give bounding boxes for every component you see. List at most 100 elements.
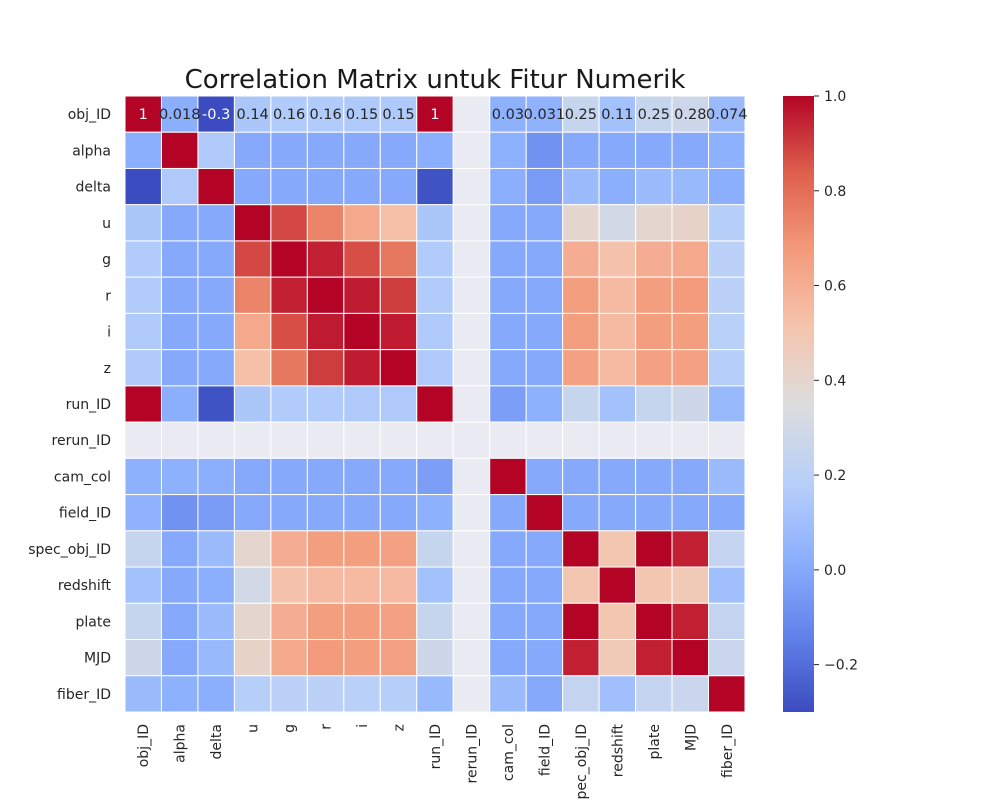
heatmap-cell xyxy=(124,131,162,169)
heatmap-cell xyxy=(124,457,162,496)
heatmap-cell xyxy=(635,457,673,496)
heatmap-cell xyxy=(708,312,746,351)
heatmap-cell xyxy=(562,566,600,604)
heatmap-cell xyxy=(598,457,637,496)
heatmap-cell xyxy=(525,602,564,641)
heatmap-cell xyxy=(671,95,710,133)
cell-annotation: 0.14 xyxy=(236,107,268,123)
cell-annotation: 0.25 xyxy=(638,107,670,123)
heatmap-cell xyxy=(124,530,162,568)
heatmap-cell xyxy=(562,385,600,423)
heatmap-cell xyxy=(562,349,600,387)
colorbar-tick-label: 0.6 xyxy=(824,279,846,295)
row-label: z xyxy=(104,361,111,377)
heatmap-cell xyxy=(635,530,673,568)
heatmap-cell xyxy=(452,204,491,242)
heatmap-cell xyxy=(160,639,199,677)
heatmap-cell xyxy=(124,675,162,713)
heatmap-cell xyxy=(708,602,746,641)
heatmap-cell xyxy=(708,530,746,568)
heatmap-cell xyxy=(306,602,345,641)
heatmap-cell xyxy=(160,240,199,278)
heatmap-cell xyxy=(197,494,235,532)
heatmap-cell xyxy=(306,639,345,677)
heatmap-cell xyxy=(379,494,418,532)
heatmap-cell xyxy=(124,566,162,604)
heatmap-cell xyxy=(708,349,746,387)
heatmap-cell xyxy=(343,457,381,496)
heatmap-cell xyxy=(489,421,527,459)
heatmap-cell xyxy=(197,204,235,242)
column-label: obj_ID xyxy=(136,724,152,767)
heatmap-cell xyxy=(562,421,600,459)
heatmap-cell xyxy=(124,639,162,677)
heatmap-cell xyxy=(124,276,162,314)
column-label: rerun_ID xyxy=(464,724,480,783)
heatmap-cell xyxy=(708,385,746,423)
heatmap-cell xyxy=(343,385,381,423)
heatmap-cell xyxy=(525,530,564,568)
heatmap-cell xyxy=(489,95,527,133)
heatmap-cell xyxy=(197,602,235,641)
column-label: spec_obj_ID xyxy=(574,724,590,800)
heatmap-cell xyxy=(708,457,746,496)
column-label: MJD xyxy=(683,724,699,751)
heatmap-cell xyxy=(562,494,600,532)
cell-annotation: 0.15 xyxy=(382,107,414,123)
heatmap-cell xyxy=(525,639,564,677)
row-label: delta xyxy=(76,180,111,196)
heatmap-cell xyxy=(270,602,308,641)
heatmap-cell xyxy=(160,95,199,133)
column-label: fiber_ID xyxy=(720,724,736,778)
heatmap-cell xyxy=(635,276,673,314)
heatmap-cell xyxy=(525,204,564,242)
heatmap-cell xyxy=(525,167,564,206)
heatmap-cell xyxy=(598,675,637,713)
heatmap-cell xyxy=(452,240,491,278)
row-label: u xyxy=(102,216,111,232)
heatmap-cell xyxy=(635,349,673,387)
heatmap-cell xyxy=(270,131,308,169)
cell-annotation: 1 xyxy=(430,107,439,123)
heatmap-cell xyxy=(416,421,454,459)
heatmap-cell xyxy=(598,385,637,423)
heatmap-cell xyxy=(598,240,637,278)
heatmap-cell xyxy=(306,566,345,604)
column-label: g xyxy=(282,724,298,733)
heatmap-cell xyxy=(635,385,673,423)
heatmap-cell xyxy=(197,349,235,387)
heatmap-cell xyxy=(233,385,272,423)
heatmap-cell xyxy=(452,457,491,496)
heatmap-cell xyxy=(379,312,418,351)
cell-annotation: 0.16 xyxy=(309,107,341,123)
row-label: obj_ID xyxy=(68,107,111,123)
row-label: redshift xyxy=(58,578,112,594)
heatmap-cell xyxy=(416,639,454,677)
heatmap-cell xyxy=(379,167,418,206)
column-label: plate xyxy=(647,724,663,759)
cell-annotation: 1 xyxy=(139,107,148,123)
heatmap-cell xyxy=(270,276,308,314)
heatmap-cell xyxy=(124,240,162,278)
heatmap-cell xyxy=(562,602,600,641)
heatmap-cell xyxy=(197,675,235,713)
row-label: rerun_ID xyxy=(52,433,111,449)
heatmap-cell xyxy=(379,675,418,713)
heatmap-cell xyxy=(160,349,199,387)
colorbar-tick-label: −0.2 xyxy=(824,658,858,674)
heatmap-cell xyxy=(197,421,235,459)
heatmap-cell xyxy=(452,639,491,677)
heatmap-cell xyxy=(452,276,491,314)
heatmap-cell xyxy=(343,421,381,459)
heatmap-cell xyxy=(489,276,527,314)
colorbar-tick-label: 0.4 xyxy=(824,373,846,389)
heatmap-cell xyxy=(160,312,199,351)
row-label: alpha xyxy=(72,143,111,159)
heatmap-cell xyxy=(452,566,491,604)
heatmap-cell xyxy=(416,385,454,423)
heatmap-cell xyxy=(598,602,637,641)
heatmap-cell xyxy=(197,566,235,604)
heatmap-cell xyxy=(270,530,308,568)
heatmap-cell xyxy=(343,167,381,206)
heatmap-cell xyxy=(270,240,308,278)
